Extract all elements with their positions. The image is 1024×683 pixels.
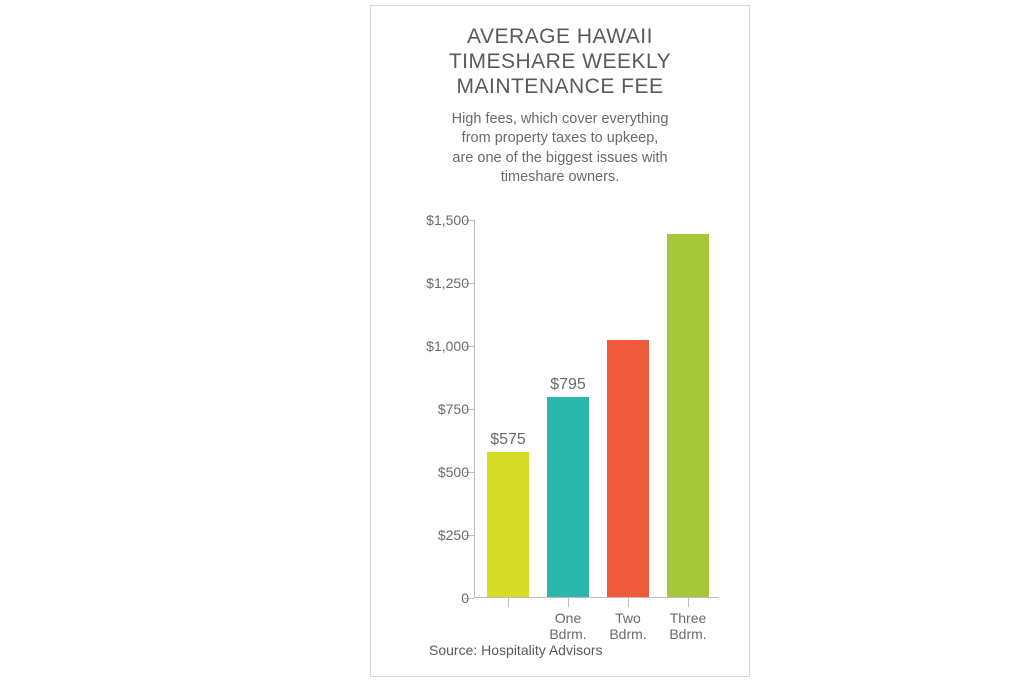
bar — [487, 452, 529, 597]
y-tick-label: $500 — [411, 464, 469, 480]
y-axis — [474, 220, 475, 598]
chart-subtitle: High fees, which cover everything from p… — [410, 110, 710, 188]
y-tick-label: 0 — [411, 590, 469, 606]
x-tick-label: Three Bdrm. — [661, 610, 716, 642]
chart-source: Source: Hospitality Advisors — [429, 642, 603, 658]
bar-value-label: $575 — [490, 431, 526, 453]
y-tick-label: $1,250 — [411, 275, 469, 291]
bar-value-label: $795 — [550, 376, 586, 398]
y-tick-label: $250 — [411, 527, 469, 543]
y-tick-label: $750 — [411, 401, 469, 417]
x-tick-label: Two Bdrm. — [601, 610, 656, 642]
x-tick — [568, 597, 569, 607]
x-tick — [688, 597, 689, 607]
chart-title: AVERAGE HAWAII TIMESHARE WEEKLY MAINTENA… — [371, 24, 749, 100]
y-tick-label: $1,000 — [411, 338, 469, 354]
x-tick — [628, 597, 629, 607]
bar — [547, 397, 589, 597]
chart-panel: AVERAGE HAWAII TIMESHARE WEEKLY MAINTENA… — [370, 5, 750, 677]
x-tick — [508, 597, 509, 607]
x-axis — [474, 597, 719, 598]
bar — [607, 340, 649, 597]
bar — [667, 234, 709, 597]
chart-plot-area: 0$250$500$750$1,000$1,250$1,500$575One B… — [419, 220, 719, 598]
x-tick-label: One Bdrm. — [541, 610, 596, 642]
y-tick-label: $1,500 — [411, 212, 469, 228]
stage: AVERAGE HAWAII TIMESHARE WEEKLY MAINTENA… — [0, 0, 1024, 683]
